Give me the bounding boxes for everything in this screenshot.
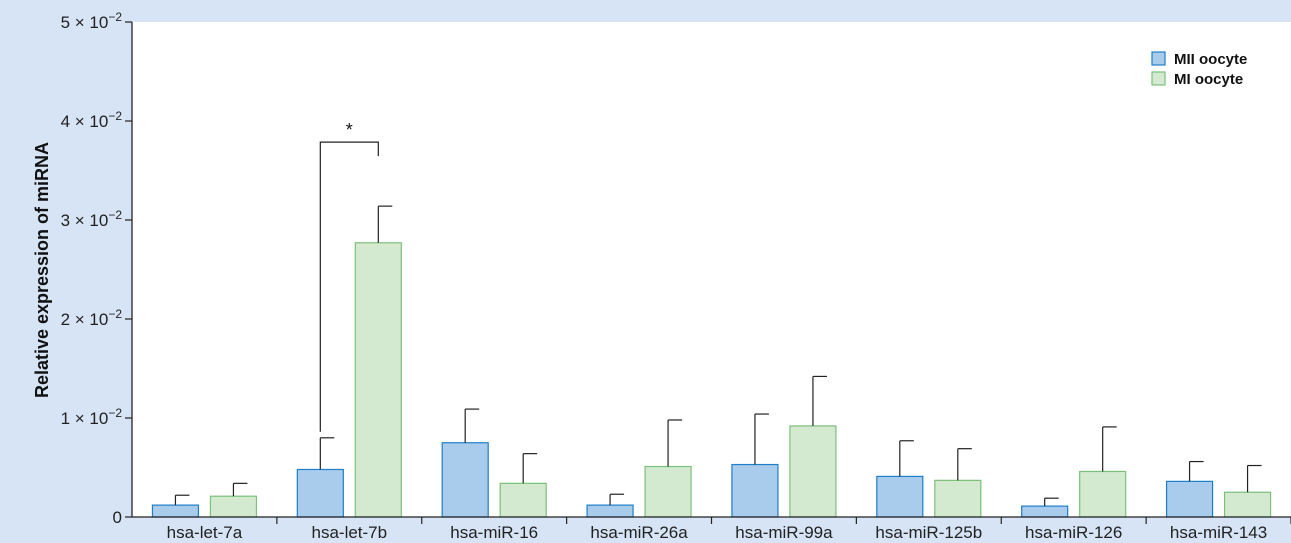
legend-label-mii: MII oocyte (1174, 51, 1247, 68)
bar-mi-hsa-miR-143 (1223, 491, 1272, 518)
x-tick-label: hsa-let-7a (167, 523, 243, 542)
x-tick-label: hsa-miR-125b (875, 523, 982, 542)
legend-swatch-mi (1151, 71, 1166, 86)
x-tick-label: hsa-miR-26a (590, 523, 688, 542)
bar-mi-hsa-miR-125b (934, 479, 982, 518)
x-ticks-group: hsa-let-7a hsa-let-7b hsa-miR-16 hsa-miR-26… (167, 517, 1291, 542)
bar-mii-hsa-miR-126 (1021, 505, 1069, 518)
x-tick-label: hsa-miR-99a (735, 523, 833, 542)
y-tick-label: 3 × 10−2 (61, 208, 123, 230)
bar-mi-hsa-miR-26a (644, 465, 692, 518)
significance-bracket (319, 141, 379, 432)
y-tick-label: 4 × 10−2 (61, 109, 123, 131)
bar-mii-hsa-miR-16 (441, 442, 489, 518)
y-axis-label: Relative expression of miRNA (32, 142, 52, 398)
bar-mi-hsa-miR-99a (789, 425, 837, 518)
bars-group (151, 242, 1272, 518)
bar-mii-hsa-miR-125b (876, 475, 924, 518)
bar-mii-hsa-miR-99a (731, 463, 779, 518)
x-tick-label: hsa-let-7b (312, 523, 388, 542)
bar-mi-hsa-miR-126 (1079, 470, 1127, 518)
bar-mi-hsa-let-7a (209, 495, 258, 518)
significance-star: * (346, 120, 353, 140)
x-tick-label: hsa-miR-126 (1025, 523, 1122, 542)
y-tick-label: 0 (113, 508, 122, 527)
x-tick-label: hsa-miR-16 (450, 523, 538, 542)
significance-annotation: * (319, 120, 379, 432)
bar-mii-hsa-miR-143 (1165, 480, 1214, 518)
legend: MII oocyte MI oocyte (1151, 51, 1247, 88)
y-tick-label: 2 × 10−2 (61, 307, 123, 329)
bar-mii-hsa-miR-26a (586, 504, 634, 518)
bar-mi-hsa-miR-16 (499, 482, 547, 518)
plot-area (132, 22, 1291, 517)
legend-swatch-mii (1151, 51, 1166, 66)
y-tick-label: 5 × 10−2 (61, 10, 123, 32)
error-bars-group (174, 205, 1262, 507)
y-ticks-group: 0 1 × 10−2 2 × 10−2 3 × 10−2 4 × 10−2 5 × 10−… (61, 10, 132, 527)
x-tick-label: hsa-miR-143 (1170, 523, 1267, 542)
bar-mii-hsa-let-7a (151, 504, 200, 518)
bar-mi-hsa-let-7b (354, 242, 402, 518)
bar-mii-hsa-let-7b (296, 468, 344, 518)
y-tick-label: 1 × 10−2 (61, 406, 123, 428)
legend-label-mi: MI oocyte (1174, 71, 1243, 88)
